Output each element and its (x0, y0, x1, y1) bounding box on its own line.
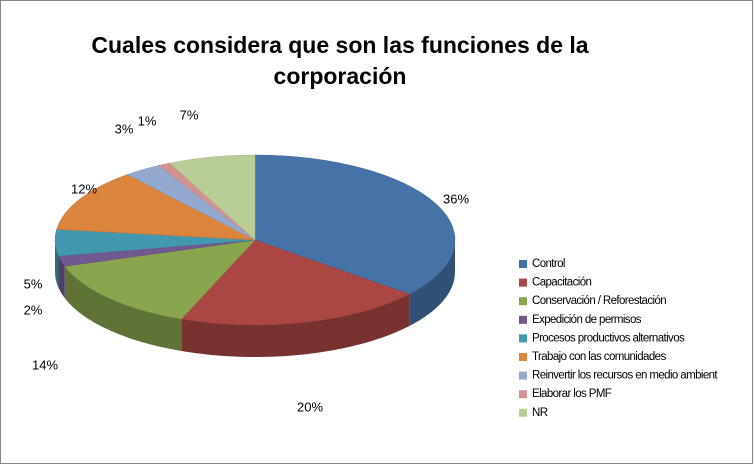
slice (56, 174, 256, 241)
slice (169, 154, 256, 241)
legend-label: Conservación / Reforestación (532, 295, 666, 307)
data-label: 12% (71, 181, 97, 196)
slice-side (409, 240, 455, 327)
slice (254, 154, 456, 295)
slice (180, 239, 410, 326)
legend-swatch (519, 390, 527, 399)
legend-swatch (519, 353, 527, 361)
legend-label: Expedición de permisos (532, 314, 642, 326)
legend-label: Capacitación (532, 277, 591, 289)
legend-swatch (519, 297, 527, 306)
chart-title: Cuales considera que son las funciones d… (91, 32, 589, 89)
legend-label: Control (532, 258, 565, 270)
legend-swatch (519, 334, 527, 343)
data-label: 14% (32, 357, 58, 372)
data-label: 20% (297, 399, 323, 414)
legend-label: Procesos productivos alternativos (532, 332, 685, 344)
data-label: 3% (115, 121, 134, 136)
legend-swatch (519, 371, 527, 380)
legend-swatch (519, 408, 527, 417)
legend-label: Elaborar los PMF (532, 388, 612, 400)
slice-side (58, 255, 65, 299)
slice-side (55, 240, 59, 288)
slice-side (64, 266, 182, 352)
legend-label: Trabajo con las comunidades (532, 351, 666, 363)
data-label: 36% (443, 191, 469, 206)
legend-swatch (519, 260, 527, 268)
data-label: 1% (138, 113, 157, 128)
legend-label: Reinvertir los recursos en medio ambient (532, 370, 718, 382)
data-label: 2% (24, 302, 43, 317)
legend-label: NR (532, 407, 548, 419)
data-label: 7% (180, 107, 199, 122)
legend-swatch (519, 278, 527, 287)
slice-side (181, 294, 410, 357)
data-label: 5% (24, 276, 43, 291)
legend-swatch (519, 315, 527, 324)
